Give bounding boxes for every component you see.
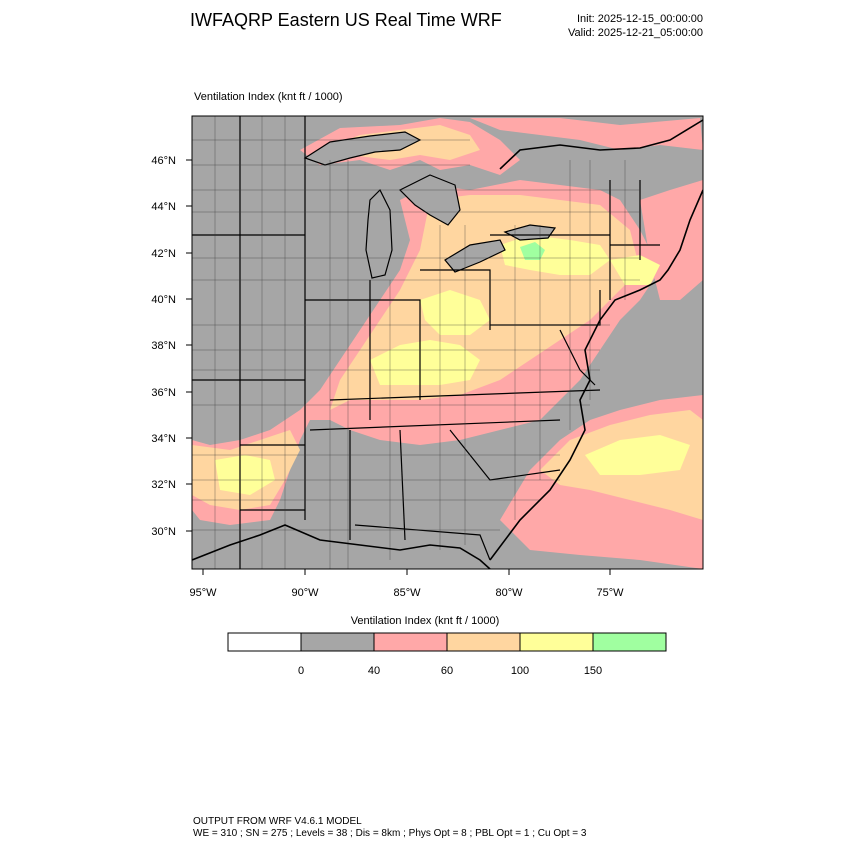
latitude-axis: 46°N 44°N 42°N 40°N 38°N 36°N 34°N 32°N … — [151, 155, 192, 538]
lon-label-80: 80°W — [495, 587, 523, 599]
lat-label-46: 46°N — [151, 155, 176, 167]
lat-label-34: 34°N — [151, 433, 176, 445]
great-lakes — [303, 131, 557, 279]
coastline — [192, 119, 703, 569]
colorbar: 0 40 60 100 150 — [227, 632, 667, 677]
lake-erie — [444, 239, 506, 273]
lat-label-44: 44°N — [151, 201, 176, 213]
lat-label-42: 42°N — [151, 248, 176, 260]
lat-label-32: 32°N — [151, 479, 176, 491]
lake-superior — [303, 131, 422, 166]
colorbar-box-5 — [592, 632, 667, 652]
lat-label-36: 36°N — [151, 387, 176, 399]
lake-ontario — [503, 224, 557, 241]
lon-label-90: 90°W — [291, 587, 319, 599]
map-frame — [191, 115, 704, 570]
colorbar-title: Ventilation Index (knt ft / 1000) — [350, 615, 500, 627]
band-150-plus-regions — [520, 242, 545, 260]
valid-time: Valid: 2025-12-21_05:00:00 — [568, 27, 703, 39]
colorbar-box-0 — [227, 632, 302, 652]
map-plot-area — [192, 116, 703, 569]
lake-huron — [398, 174, 461, 226]
colorbar-box-1 — [300, 632, 375, 652]
lat-label-40: 40°N — [151, 294, 176, 306]
colorbar-box-4 — [519, 632, 594, 652]
field-label: Ventilation Index (knt ft / 1000) — [194, 91, 343, 103]
plot-title: IWFAQRP Eastern US Real Time WRF — [190, 10, 502, 30]
lon-label-95: 95°W — [189, 587, 217, 599]
lon-label-85: 85°W — [393, 587, 421, 599]
lon-label-75: 75°W — [596, 587, 624, 599]
colorbar-tick-150: 150 — [584, 665, 602, 677]
model-info-line1: OUTPUT FROM WRF V4.6.1 MODEL — [193, 816, 362, 827]
colorbar-tick-40: 40 — [368, 665, 380, 677]
county-grid — [192, 116, 640, 569]
init-time: Init: 2025-12-15_00:00:00 — [577, 13, 703, 25]
longitude-axis: 95°W 90°W 85°W 80°W 75°W — [189, 569, 624, 599]
colorbar-tick-100: 100 — [511, 665, 529, 677]
colorbar-box-3 — [446, 632, 521, 652]
colorbar-box-2 — [373, 632, 448, 652]
colorbar-tick-0: 0 — [298, 665, 304, 677]
colorbar-tick-60: 60 — [441, 665, 453, 677]
lat-label-30: 30°N — [151, 526, 176, 538]
model-info-line2: WE = 310 ; SN = 275 ; Levels = 38 ; Dis … — [193, 828, 587, 839]
lat-label-38: 38°N — [151, 340, 176, 352]
